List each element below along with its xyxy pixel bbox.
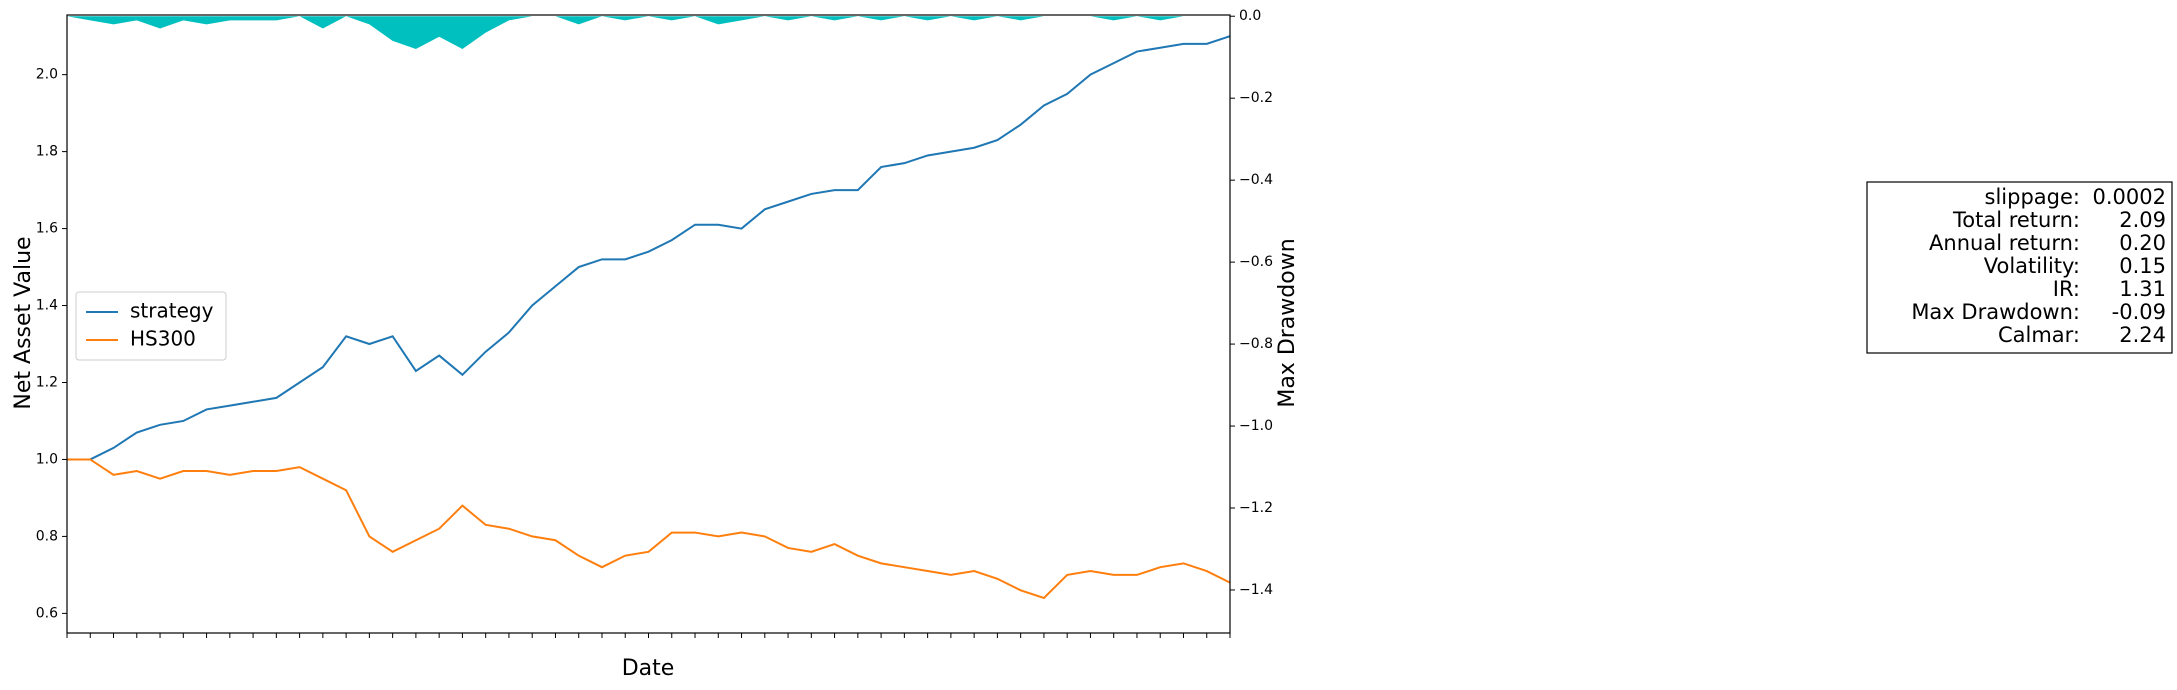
- y-tick-label: 0.6: [36, 605, 58, 621]
- y2-tick-label: −0.2: [1239, 90, 1273, 106]
- y2-tick-label: 0.0: [1239, 8, 1261, 24]
- y2-tick-label: −0.6: [1239, 254, 1273, 270]
- drawdown-area: [67, 16, 1230, 50]
- stats-box: [1866, 181, 2173, 354]
- y-tick-label: 1.2: [36, 374, 58, 390]
- y-axis-label: Net Asset Value: [11, 236, 36, 409]
- y-tick-label: 1.6: [36, 221, 58, 237]
- stat-label: Annual return:: [1929, 231, 2080, 255]
- plot-frame: [66, 14, 1231, 634]
- stat-value: 1.31: [2119, 277, 2166, 301]
- y-tick-label: 0.8: [36, 528, 58, 544]
- stat-value: 2.09: [2119, 208, 2166, 232]
- y-tick-label: 2.0: [36, 67, 58, 83]
- series-line: [67, 458, 1231, 600]
- y-tick-label: 1.4: [36, 298, 58, 314]
- stat-value: 0.20: [2119, 231, 2166, 255]
- y2-tick-label: −0.4: [1239, 172, 1273, 188]
- stat-label: Max Drawdown:: [1911, 300, 2080, 324]
- series-line: [67, 35, 1231, 461]
- stat-label: IR:: [2053, 277, 2080, 301]
- y2-tick-label: −1.2: [1239, 500, 1273, 516]
- y2-axis-label: Max Drawdown: [1275, 238, 1300, 407]
- stat-label: Total return:: [1952, 208, 2080, 232]
- stat-value: -0.09: [2112, 300, 2166, 324]
- stat-value: 2.24: [2119, 323, 2166, 347]
- stat-value: 0.15: [2119, 254, 2166, 278]
- stat-value: 0.0002: [2093, 185, 2166, 209]
- stat-label: slippage:: [1985, 185, 2080, 209]
- legend-label: HS300: [130, 327, 196, 351]
- legend-box: [75, 291, 227, 361]
- stat-label: Volatility:: [1984, 254, 2080, 278]
- x-axis-label: Date: [622, 656, 675, 681]
- legend-label: strategy: [130, 299, 214, 323]
- y2-tick-label: −1.4: [1239, 582, 1273, 598]
- y2-tick-label: −1.0: [1239, 418, 1273, 434]
- y-tick-label: 1.8: [36, 144, 58, 160]
- y2-tick-label: −0.8: [1239, 336, 1273, 352]
- y-tick-label: 1.0: [36, 451, 58, 467]
- stat-label: Calmar:: [1998, 323, 2080, 347]
